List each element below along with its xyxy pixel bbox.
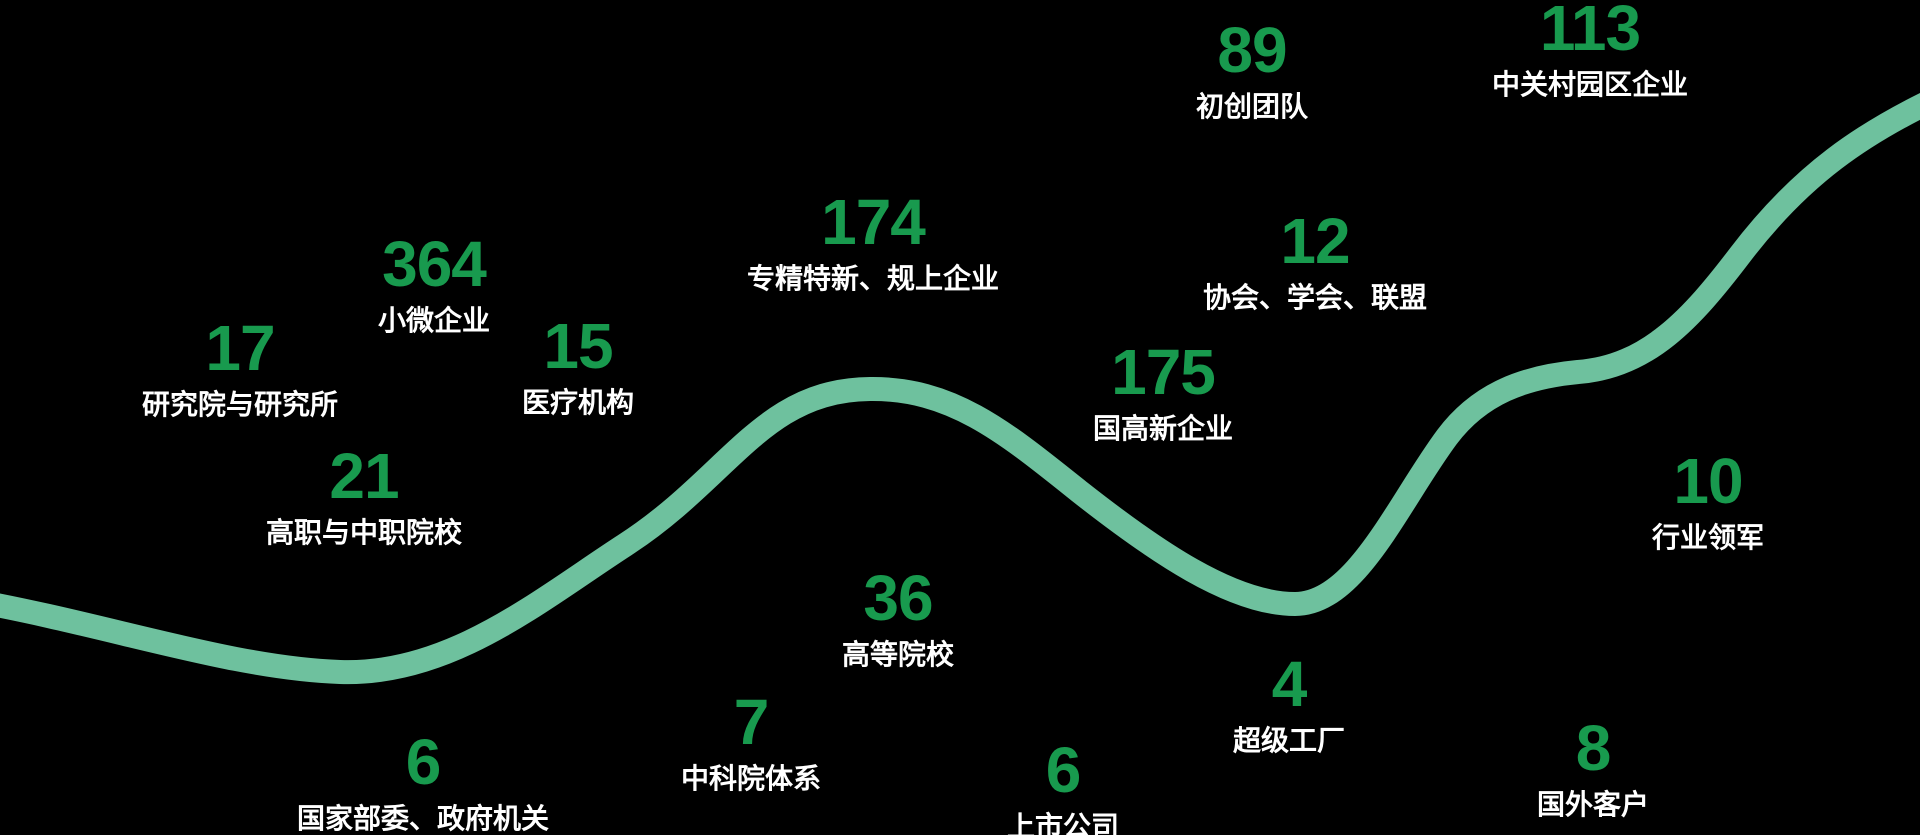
stat-label: 上市公司 xyxy=(1006,811,1120,835)
stat-label: 中科院体系 xyxy=(680,763,822,794)
stat-value: 12 xyxy=(1280,205,1350,277)
stat-label: 高等院校 xyxy=(841,639,955,670)
stat-guojia-buwei-zhengfu: 6 国家部委、政府机关 xyxy=(297,730,549,835)
stat-value: 8 xyxy=(1575,712,1612,784)
stat-shangshi-gongsi: 6 上市公司 xyxy=(1007,738,1119,835)
stat-value: 113 xyxy=(1539,0,1641,64)
stat-guogaoxin-qiye: 175 国高新企业 xyxy=(1093,340,1233,446)
stat-value: 4 xyxy=(1271,648,1308,720)
stat-value: 15 xyxy=(543,310,613,382)
stat-zhuanjingtexin-guishang: 174 专精特新、规上企业 xyxy=(747,190,999,296)
stat-label: 国高新企业 xyxy=(1092,413,1234,444)
stat-label: 国外客户 xyxy=(1536,789,1650,820)
trend-curve-path xyxy=(0,92,1920,685)
stat-value: 174 xyxy=(821,186,926,258)
stat-yiliao-jigou: 15 医疗机构 xyxy=(522,314,634,420)
stat-value: 7 xyxy=(733,686,770,758)
stat-value: 175 xyxy=(1111,336,1216,408)
stat-xiaowei-qiye: 364 小微企业 xyxy=(378,232,490,338)
stat-guowai-kehu: 8 国外客户 xyxy=(1537,716,1649,822)
stat-chuchuang-tuandui: 89 初创团队 xyxy=(1196,18,1308,124)
stat-zhongkeyuan-tixi: 7 中科院体系 xyxy=(681,690,821,796)
stat-gaozhi-zhongzhi-yuanxiao: 21 高职与中职院校 xyxy=(266,444,462,550)
stat-label: 高职与中职院校 xyxy=(265,517,463,548)
stat-label: 医疗机构 xyxy=(521,387,635,418)
stat-gaodeng-yuanxiao: 36 高等院校 xyxy=(842,566,954,672)
stat-yanjiuyuan-yanjiusuo: 17 研究院与研究所 xyxy=(142,316,338,422)
stat-xiehui-xuehui-lianmeng: 12 协会、学会、联盟 xyxy=(1203,209,1427,315)
stat-hangye-lingjun: 10 行业领军 xyxy=(1652,449,1764,555)
stat-value: 89 xyxy=(1217,14,1287,86)
stat-value: 21 xyxy=(329,440,399,512)
stat-label: 专精特新、规上企业 xyxy=(746,263,1000,294)
stat-label: 国家部委、政府机关 xyxy=(296,803,550,834)
stat-value: 6 xyxy=(1045,734,1082,806)
stat-label: 协会、学会、联盟 xyxy=(1202,282,1428,313)
stat-value: 36 xyxy=(863,562,933,634)
stat-label: 初创团队 xyxy=(1195,91,1309,122)
stat-label: 小微企业 xyxy=(377,305,491,336)
stat-chaoji-gongchang: 4 超级工厂 xyxy=(1233,652,1345,758)
stat-label: 行业领军 xyxy=(1651,522,1765,553)
stat-label: 超级工厂 xyxy=(1232,725,1346,756)
stat-value: 17 xyxy=(205,312,275,384)
stat-value: 364 xyxy=(382,228,487,300)
stat-label: 中关村园区企业 xyxy=(1491,69,1689,100)
stat-label: 研究院与研究所 xyxy=(141,389,339,420)
stat-value: 10 xyxy=(1673,445,1743,517)
stat-zhongguancun-yuanqu-qiye: 113 中关村园区企业 xyxy=(1492,0,1688,102)
stat-value: 6 xyxy=(405,726,442,798)
